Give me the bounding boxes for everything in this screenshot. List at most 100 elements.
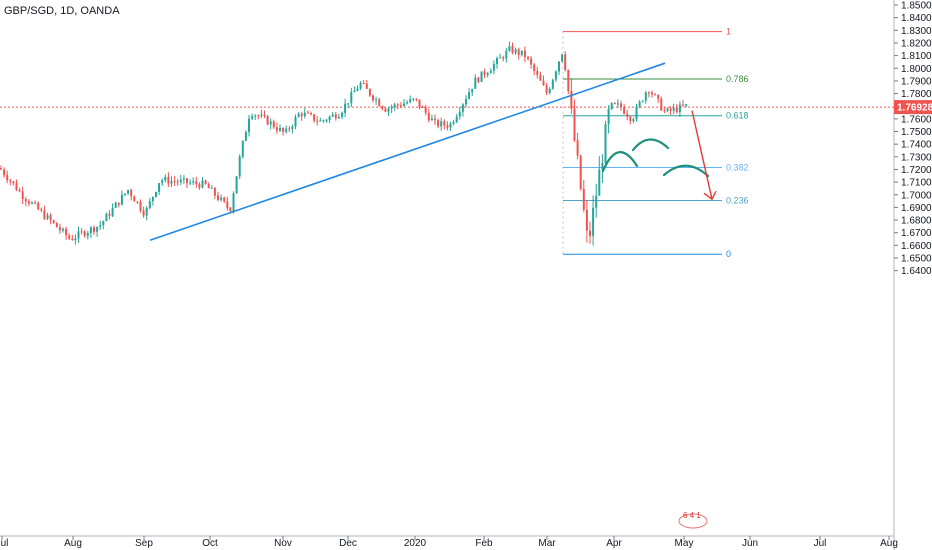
candle — [257, 114, 260, 120]
candle — [96, 226, 99, 237]
candle — [133, 195, 136, 202]
candle — [455, 113, 458, 124]
current-price-tag: 1.76928 — [894, 100, 932, 115]
candle — [189, 179, 192, 186]
candle — [492, 60, 495, 75]
candle — [396, 103, 399, 110]
fib-level[interactable]: 1 — [563, 27, 731, 37]
candle — [613, 102, 616, 105]
candle — [471, 88, 474, 96]
candle — [176, 178, 179, 186]
x-tick-label: Oct — [202, 538, 218, 549]
candle — [217, 191, 219, 202]
candle — [536, 66, 539, 79]
candle — [589, 221, 591, 244]
candle — [682, 99, 684, 107]
x-tick-label: Aug — [64, 538, 82, 549]
candle — [446, 121, 449, 131]
x-tick-label: Feb — [475, 538, 493, 549]
candle — [359, 81, 362, 91]
y-tick-label: 1.73000 — [901, 152, 932, 163]
candle — [418, 99, 421, 110]
candle — [226, 196, 229, 211]
candle — [620, 100, 622, 111]
candle — [384, 107, 387, 113]
price-tag-label: 1.76928 — [897, 103, 932, 114]
candle — [27, 199, 30, 207]
candle — [102, 220, 105, 230]
candle — [260, 109, 263, 119]
candle — [554, 70, 557, 83]
candle — [427, 108, 430, 123]
candle — [440, 117, 443, 131]
candle — [108, 210, 111, 220]
x-axis: Jul Aug Sep Oct Nov Dec 2020 Feb Mar Apr May Jun Jul… — [0, 536, 898, 549]
candle — [248, 115, 250, 137]
x-tick-label: Jun — [742, 538, 758, 549]
candle — [409, 95, 412, 104]
fib-level[interactable]: 0.382 — [563, 163, 749, 173]
candle — [297, 111, 300, 118]
candle — [449, 121, 452, 131]
candle — [111, 203, 114, 218]
candle — [127, 189, 130, 196]
candle — [55, 222, 58, 228]
candle — [666, 107, 669, 112]
candle — [579, 154, 582, 191]
candle — [24, 196, 27, 207]
candle — [604, 120, 607, 164]
candle — [105, 212, 108, 222]
candle — [616, 99, 619, 108]
candle — [430, 114, 433, 121]
candle — [341, 111, 343, 120]
fib-level[interactable]: 0.618 — [563, 111, 749, 121]
candle — [564, 51, 567, 72]
candle — [365, 79, 368, 89]
fib-level[interactable]: 0 — [563, 249, 731, 259]
candle — [170, 176, 173, 188]
y-tick-label: 1.84000 — [901, 13, 932, 24]
candle — [458, 106, 461, 120]
candle — [530, 55, 533, 69]
candle — [638, 99, 641, 109]
candle — [306, 110, 309, 114]
candle — [415, 98, 418, 102]
candle — [325, 118, 328, 123]
candle — [238, 154, 241, 180]
candle — [356, 85, 359, 92]
candle — [390, 104, 393, 113]
arrow-shaft — [691, 110, 713, 200]
candle — [80, 228, 83, 235]
candle — [130, 188, 133, 201]
candle — [601, 154, 604, 183]
candle — [595, 183, 598, 218]
x-tick-label: Jul — [814, 538, 827, 549]
candle — [21, 186, 24, 204]
candle — [313, 114, 316, 123]
candle — [235, 176, 238, 194]
candle — [675, 104, 678, 114]
candle — [399, 102, 402, 109]
candle — [610, 102, 613, 111]
candle — [344, 98, 347, 118]
svg-text:6 4 1: 6 4 1 — [683, 511, 701, 520]
candle — [43, 205, 46, 220]
candle — [210, 185, 213, 189]
candle — [77, 226, 80, 243]
candle — [576, 132, 579, 160]
candle — [34, 200, 37, 205]
price-tag-box — [894, 100, 932, 115]
candles — [0, 41, 688, 246]
fib-level[interactable]: 0.786 — [563, 74, 749, 84]
y-tick-label: 1.82000 — [901, 38, 932, 49]
x-tick-label: May — [675, 538, 694, 549]
candle — [198, 182, 201, 190]
candle — [158, 183, 161, 196]
candle — [477, 76, 480, 84]
candle — [644, 90, 647, 104]
fib-level[interactable]: 0.236 — [563, 195, 749, 205]
candle — [347, 103, 350, 109]
candle — [337, 113, 340, 119]
candle — [65, 226, 68, 240]
